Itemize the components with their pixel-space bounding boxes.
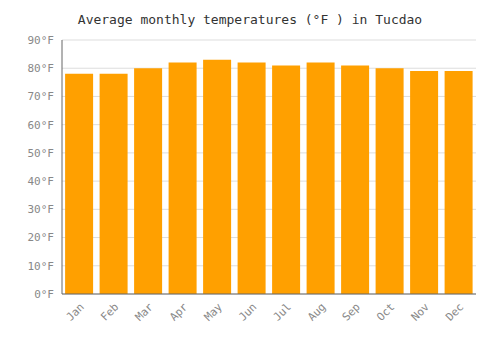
svg-text:Jan: Jan	[64, 300, 87, 323]
svg-text:30°F: 30°F	[28, 203, 55, 216]
svg-text:0°F: 0°F	[34, 288, 54, 301]
html-text:Average monthly temperatures (: Average monthly temperatures (°F ) in Tu…	[77, 12, 423, 27]
svg-text:Jun: Jun	[236, 300, 259, 323]
svg-text:90°F: 90°F	[28, 34, 55, 47]
svg-text:70°F: 70°F	[28, 90, 55, 103]
svg-text:Sep: Sep	[340, 300, 363, 323]
svg-text:20°F: 20°F	[28, 231, 55, 244]
svg-text:Mar: Mar	[133, 300, 157, 324]
svg-text:Aug: Aug	[305, 300, 328, 323]
svg-text:40°F: 40°F	[28, 175, 55, 188]
svg-text:60°F: 60°F	[28, 119, 55, 132]
svg-text:Feb: Feb	[98, 300, 121, 323]
svg-text:Apr: Apr	[167, 300, 191, 324]
svg-text:10°F: 10°F	[28, 260, 55, 273]
svg-text:80°F: 80°F	[28, 62, 55, 75]
svg-text:Oct: Oct	[374, 300, 397, 323]
svg-text:Dec: Dec	[443, 300, 466, 323]
svg-text:50°F: 50°F	[28, 147, 55, 160]
svg-text:May: May	[202, 300, 226, 324]
svg-text:Nov: Nov	[409, 300, 433, 324]
svg-text:Jul: Jul	[271, 300, 294, 323]
